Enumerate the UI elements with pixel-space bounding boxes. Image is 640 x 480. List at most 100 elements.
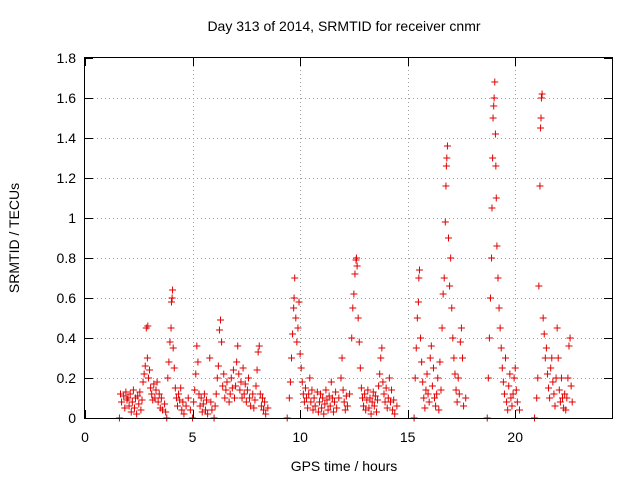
y-axis-label: SRMTID / TECUs <box>6 183 22 293</box>
y-tick-label: 0.6 <box>57 290 77 306</box>
data-point <box>255 342 263 350</box>
y-tick-label: 0.8 <box>57 250 77 266</box>
y-tick-label: 0.4 <box>57 330 77 346</box>
data-point <box>199 400 207 408</box>
data-point <box>118 398 126 406</box>
data-point <box>321 400 329 408</box>
data-point <box>390 396 398 404</box>
data-point <box>134 392 142 400</box>
data-point <box>563 394 571 402</box>
data-point <box>175 390 183 398</box>
data-point <box>415 266 423 274</box>
data-point <box>356 364 364 372</box>
data-point <box>437 386 445 394</box>
data-point <box>221 394 229 402</box>
data-point <box>378 344 386 352</box>
data-point <box>153 378 161 386</box>
data-point <box>151 394 159 402</box>
data-point <box>182 402 190 410</box>
data-point <box>360 402 368 410</box>
data-point <box>446 282 454 290</box>
data-point <box>324 406 332 414</box>
data-point <box>300 398 308 406</box>
data-point <box>192 370 200 378</box>
data-point <box>439 290 447 298</box>
grid <box>85 58 612 418</box>
data-point <box>452 386 460 394</box>
data-point <box>542 344 550 352</box>
data-point <box>208 406 216 414</box>
chart-title: Day 313 of 2014, SRMTID for receiver cnm… <box>207 18 480 34</box>
data-point <box>304 404 312 412</box>
data-point <box>303 394 311 402</box>
data-point <box>361 390 369 398</box>
data-point <box>382 384 390 392</box>
data-point <box>453 398 461 406</box>
data-point <box>368 398 376 406</box>
data-point <box>291 274 299 282</box>
data-point <box>367 410 375 418</box>
data-point <box>340 398 348 406</box>
data-point <box>154 398 162 406</box>
data-point <box>484 374 492 382</box>
data-point <box>421 404 429 412</box>
data-point <box>168 294 176 302</box>
data-point <box>148 390 156 398</box>
data-point <box>207 398 215 406</box>
data-point <box>349 304 357 312</box>
data-point <box>328 394 336 402</box>
data-point <box>203 396 211 404</box>
data-point <box>422 386 430 394</box>
data-point <box>561 390 569 398</box>
data-point <box>234 342 242 350</box>
data-point <box>496 324 504 332</box>
data-point <box>165 358 173 366</box>
data-point <box>411 374 419 382</box>
data-point <box>180 410 188 418</box>
data-point <box>232 382 240 390</box>
data-point <box>562 406 570 414</box>
data-point <box>490 102 498 110</box>
data-point <box>566 334 574 342</box>
data-point <box>492 194 500 202</box>
data-point <box>429 364 437 372</box>
data-point <box>435 406 443 414</box>
data-point <box>545 384 553 392</box>
data-point <box>285 394 293 402</box>
data-point <box>166 338 174 346</box>
axis-ticks <box>85 58 612 419</box>
data-point <box>555 386 563 394</box>
data-point <box>137 406 145 414</box>
data-point <box>352 254 360 262</box>
data-point <box>567 382 575 390</box>
data-point <box>418 358 426 366</box>
data-point <box>236 386 244 394</box>
data-point <box>493 242 501 250</box>
data-point <box>502 354 510 362</box>
data-point <box>451 370 459 378</box>
data-point <box>310 394 318 402</box>
data-point <box>169 286 177 294</box>
data-point <box>433 390 441 398</box>
data-point <box>129 386 137 394</box>
data-point <box>229 366 237 374</box>
data-point <box>355 338 363 346</box>
data-point <box>535 282 543 290</box>
data-point <box>454 374 462 382</box>
data-point <box>297 364 305 372</box>
data-point <box>238 394 246 402</box>
data-point <box>170 364 178 372</box>
data-point <box>432 402 440 410</box>
data-point <box>244 374 252 382</box>
data-point <box>423 370 431 378</box>
data-point <box>147 384 155 392</box>
y-tick-label: 1.8 <box>57 50 77 66</box>
data-point <box>256 390 264 398</box>
data-point <box>365 404 373 412</box>
data-point <box>240 390 248 398</box>
data-point <box>489 154 497 162</box>
data-point <box>223 378 231 386</box>
data-point <box>201 406 209 414</box>
data-point <box>389 406 397 414</box>
data-point <box>348 334 356 342</box>
